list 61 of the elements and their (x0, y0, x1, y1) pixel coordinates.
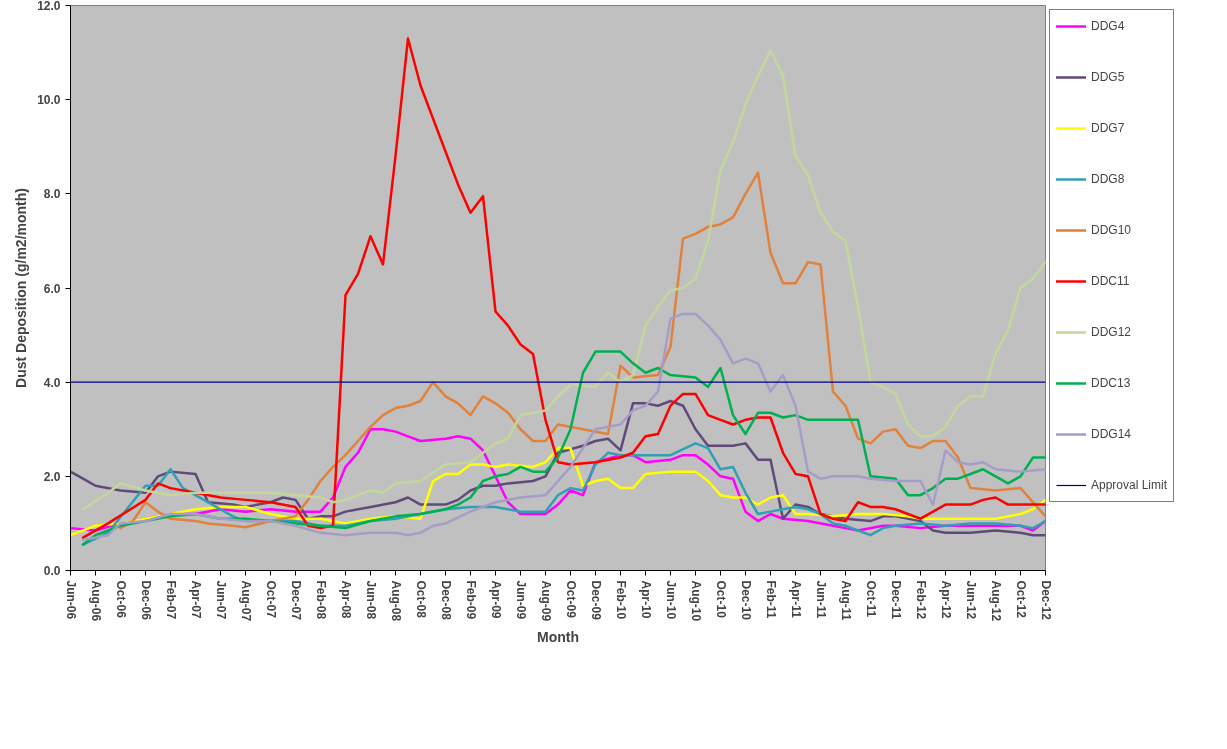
legend-label: DDC13 (1091, 376, 1131, 390)
legend-label: DDG7 (1091, 121, 1125, 135)
legend-label: DDG4 (1091, 19, 1125, 33)
x-tick-label: Jun-07 (213, 580, 228, 620)
x-tick-label: Jun-06 (63, 580, 78, 620)
x-tick-label: Oct-06 (113, 580, 128, 619)
x-tick-label: Feb-12 (913, 580, 928, 620)
y-tick-label: 4.0 (43, 375, 61, 390)
x-tick-label: Oct-07 (263, 580, 278, 619)
x-tick-label: Dec-07 (288, 580, 303, 621)
x-tick-label: Oct-10 (713, 580, 728, 619)
x-tick-label: Aug-06 (88, 580, 103, 622)
x-tick-label: Feb-10 (613, 580, 628, 620)
x-tick-label: Jun-09 (513, 580, 528, 620)
x-axis-title: Month (537, 629, 579, 646)
x-tick-label: Aug-10 (688, 580, 703, 622)
legend-label: DDC11 (1091, 274, 1130, 288)
x-tick-label: Dec-10 (738, 580, 753, 621)
x-tick-label: Apr-07 (188, 580, 203, 619)
x-tick-label: Dec-12 (1038, 580, 1053, 621)
legend-label: DDG14 (1091, 427, 1132, 441)
x-tick-label: Dec-09 (588, 580, 603, 621)
x-tick-label: Feb-09 (463, 580, 478, 620)
x-tick-label: Oct-08 (413, 580, 428, 619)
y-tick-label: 2.0 (43, 469, 61, 484)
x-tick-label: Jun-12 (963, 580, 978, 620)
x-tick-label: Apr-08 (338, 580, 353, 619)
x-tick-label: Aug-08 (388, 580, 403, 622)
line-series (81, 312, 1046, 542)
y-tick-label: 0.0 (43, 564, 61, 578)
x-tick-label: Feb-11 (763, 580, 778, 619)
x-tick-label: Apr-10 (638, 580, 653, 619)
x-tick-label: Dec-06 (138, 580, 153, 621)
x-tick-label: Apr-11 (788, 580, 803, 619)
x-tick-label: Dec-08 (438, 580, 453, 621)
x-tick-label: Jun-11 (813, 580, 828, 619)
y-axis-title: Dust Deposition (g/m2/month) (13, 188, 30, 388)
y-tick-label: 10.0 (37, 93, 61, 108)
x-tick-label: Oct-11 (863, 580, 878, 618)
x-tick-label: Jun-08 (363, 580, 378, 620)
legend-label: DDG10 (1091, 223, 1132, 237)
x-tick-label: Oct-09 (563, 580, 578, 619)
y-tick-label: 8.0 (43, 187, 61, 202)
x-tick-label: Jun-10 (663, 580, 678, 620)
y-tick-label: 6.0 (43, 281, 61, 296)
legend-label: Approval Limit (1091, 478, 1168, 492)
x-tick-label: Aug-11 (838, 580, 853, 621)
x-tick-label: Apr-12 (938, 580, 953, 619)
x-tick-label: Feb-07 (163, 580, 178, 620)
legend-label: DDG8 (1091, 172, 1125, 186)
line-series (119, 171, 1046, 530)
y-tick-label: 12.0 (37, 0, 61, 13)
x-tick-label: Aug-09 (538, 580, 553, 622)
x-tick-label: Oct-12 (1013, 580, 1028, 619)
legend-label: DDG12 (1091, 325, 1132, 339)
x-tick-label: Aug-12 (988, 580, 1003, 622)
x-tick-label: Dec-11 (888, 580, 903, 620)
x-tick-label: Apr-09 (488, 580, 503, 619)
x-tick-label: Feb-08 (313, 580, 328, 620)
x-tick-label: Aug-07 (238, 580, 253, 622)
legend-label: DDG5 (1091, 70, 1125, 84)
